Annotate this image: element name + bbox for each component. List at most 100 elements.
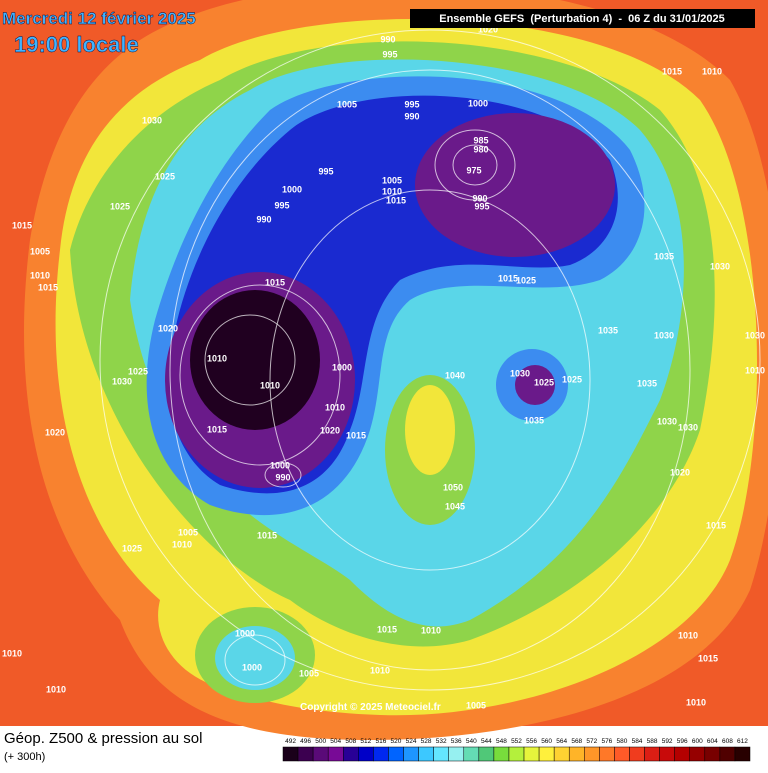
colorbar-label: 496 — [300, 738, 311, 745]
colorbar-label: 612 — [737, 738, 748, 745]
isobar-label: 1025 — [128, 366, 148, 376]
isobar-label: 1005 — [299, 668, 319, 678]
isobar-label: 1015 — [706, 520, 726, 530]
isobars — [99, 29, 761, 691]
isobar-label: 1030 — [112, 376, 132, 386]
isobar-label: 1035 — [598, 325, 618, 335]
colorbar-label: 504 — [330, 738, 341, 745]
isobar-label: 1025 — [155, 171, 175, 181]
colorbar-label: 552 — [511, 738, 522, 745]
isobar-label: 1015 — [698, 653, 718, 663]
isobar-label: 1020 — [320, 425, 340, 435]
isobar-label: 1010 — [207, 353, 227, 363]
colorbar-label: 560 — [541, 738, 552, 745]
isobar-label: 1005 — [30, 246, 50, 256]
isobar-label: 980 — [473, 144, 488, 154]
isobar-label: 1010 — [46, 684, 66, 694]
colorbar-swatch — [403, 746, 419, 762]
isobar-label: 990 — [472, 193, 487, 203]
colorbar-label: 520 — [391, 738, 402, 745]
isobar-label: 1010 — [382, 186, 402, 196]
colorbar-swatch — [493, 746, 510, 762]
isobar-label: 1015 — [257, 530, 277, 540]
colorbar-swatch — [478, 746, 495, 762]
colorbar-label: 524 — [406, 738, 417, 745]
colorbar-label: 492 — [285, 738, 296, 745]
run-box — [410, 9, 755, 28]
isobar-label: 1000 — [468, 98, 488, 108]
colorbar-label: 588 — [647, 738, 658, 745]
colorbar-label: 548 — [496, 738, 507, 745]
colorbar-swatch — [373, 746, 389, 762]
colorbar-swatch — [358, 746, 374, 762]
colorbar-swatch — [659, 746, 675, 762]
colorbar-swatch — [553, 746, 570, 762]
isobar-label: 995 — [382, 49, 397, 59]
copyright: Copyright © 2025 Meteociel.fr — [300, 702, 441, 713]
colorbar-label: 604 — [707, 738, 718, 745]
isobar-label: 1025 — [516, 275, 536, 285]
isobar-label: 995 — [404, 99, 419, 109]
isobar-label: 1020 — [158, 323, 178, 333]
colorbar-label: 556 — [526, 738, 537, 745]
isobar-label: 1000 — [242, 662, 262, 672]
colorbar-label: 596 — [677, 738, 688, 745]
isobar-label: 985 — [473, 135, 488, 145]
colorbar-swatch — [629, 746, 645, 762]
colorbar-label: 536 — [451, 738, 462, 745]
colorbar-swatch — [719, 746, 736, 762]
isobar-label: 1035 — [637, 378, 657, 388]
isobar-label: 1005 — [337, 99, 357, 109]
isobar-label: 1040 — [445, 370, 465, 380]
isobar-label: 990 — [256, 214, 271, 224]
colorbar-label: 564 — [556, 738, 567, 745]
isobar-label: 1010 — [686, 697, 706, 707]
colorbar-swatch — [433, 746, 449, 762]
isobar-label: 1010 — [260, 380, 280, 390]
colorbar-label: 508 — [345, 738, 356, 745]
isobar-label: 1015 — [38, 282, 58, 292]
colorbar-swatch — [704, 746, 721, 762]
isobar-label: 995 — [318, 166, 333, 176]
colorbar-swatch — [644, 746, 660, 762]
isobar-label: 1025 — [562, 374, 582, 384]
colorbar-label: 584 — [632, 738, 643, 745]
colorbar-label: 600 — [692, 738, 703, 745]
isobar-label: 975 — [466, 165, 481, 175]
colorbar-label: 516 — [375, 738, 386, 745]
colorbar-label: 532 — [436, 738, 447, 745]
colorbar-label: 580 — [617, 738, 628, 745]
isobar-label: 1015 — [207, 424, 227, 434]
isobar-label: 1010 — [325, 402, 345, 412]
isobar-label: 1030 — [654, 330, 674, 340]
colorbar-swatch — [689, 746, 706, 762]
time: 19:00 locale — [14, 32, 139, 57]
isobar-label: 1015 — [265, 277, 285, 287]
isobar-label: 1035 — [654, 251, 674, 261]
isobar-label: 1025 — [110, 201, 130, 211]
isobar-label: 1020 — [670, 467, 690, 477]
colorbar-swatch — [297, 746, 314, 762]
colorbar-label: 592 — [662, 738, 673, 745]
colorbar-swatch — [418, 746, 434, 762]
isobar-labels: 9909951005103010251025101510051010101599… — [2, 24, 765, 710]
colorbar-label: 540 — [466, 738, 477, 745]
isobar-label: 1015 — [498, 273, 518, 283]
colorbar-label: 568 — [571, 738, 582, 745]
isobar-label: 1030 — [745, 330, 765, 340]
isobar-label: 1030 — [510, 368, 530, 378]
isobar-label: 1010 — [745, 365, 765, 375]
run-info: Ensemble GEFS (Perturbation 4) - 06 Z du… — [439, 13, 724, 25]
colorbar-swatch — [734, 746, 751, 762]
colorbar-swatch — [463, 746, 480, 762]
isobar-label: 1025 — [534, 377, 554, 387]
colorbar-swatch — [584, 746, 600, 762]
colorbar-swatch — [508, 746, 525, 762]
colorbar-swatch — [282, 746, 299, 762]
isobar-label: 1030 — [657, 416, 677, 426]
isobar-label: 1010 — [172, 539, 192, 549]
isobar-label: 1025 — [122, 543, 142, 553]
isobar-label: 1020 — [478, 24, 498, 34]
isobar-label: 1015 — [12, 220, 32, 230]
